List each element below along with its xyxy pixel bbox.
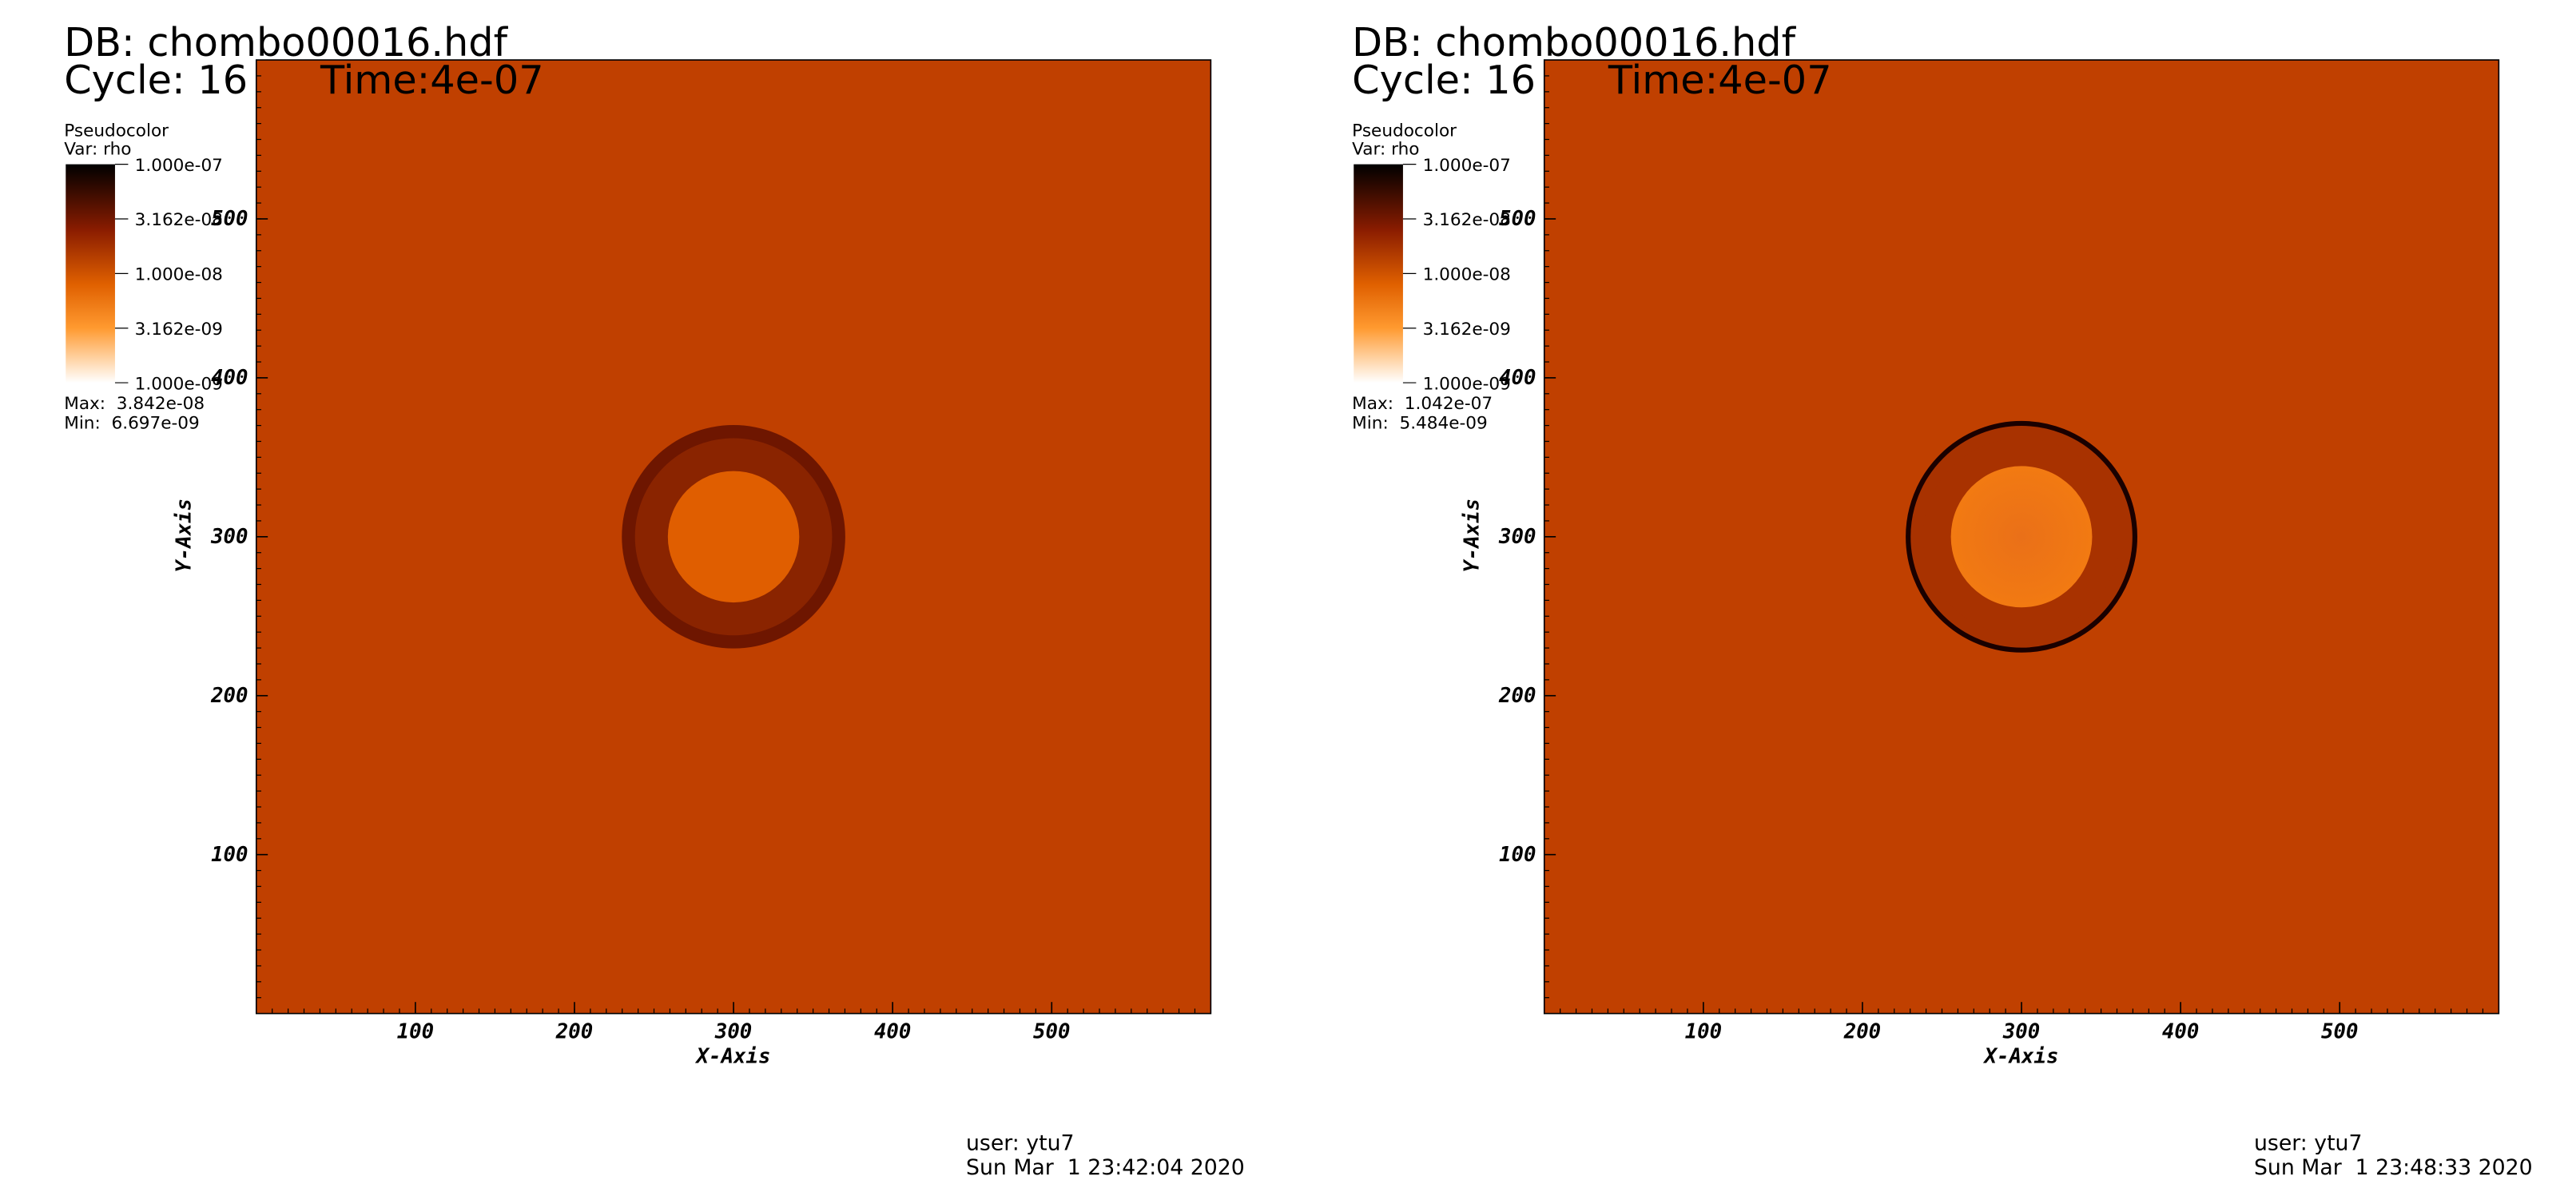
x-tick-label: 300 bbox=[2002, 1019, 2040, 1043]
colorbar bbox=[66, 164, 115, 383]
legend-max: Max: 1.042e-07 bbox=[1352, 394, 1493, 414]
time: Time:4e-07 bbox=[320, 57, 544, 103]
legend-max: Max: 3.842e-08 bbox=[64, 394, 205, 414]
legend-min: Min: 5.484e-09 bbox=[1352, 414, 1488, 434]
db-name: DB: chombo00016.hdf bbox=[64, 19, 508, 66]
colorbar-label: 1.000e-07 bbox=[135, 156, 223, 176]
y-tick-label: 200 bbox=[210, 684, 248, 708]
legend-title: Pseudocolor bbox=[64, 121, 169, 141]
x-tick-label: 400 bbox=[874, 1019, 911, 1043]
x-tick-label: 200 bbox=[555, 1019, 593, 1043]
db-name: DB: chombo00016.hdf bbox=[1352, 19, 1796, 66]
x-tick-label: 400 bbox=[2162, 1019, 2199, 1043]
legend-var: Var: rho bbox=[64, 139, 131, 159]
colorbar-label: 1.000e-09 bbox=[1423, 374, 1511, 394]
x-tick-label: 500 bbox=[2321, 1019, 2358, 1043]
colorbar-label: 3.162e-09 bbox=[1423, 320, 1511, 340]
legend-min: Min: 6.697e-09 bbox=[64, 414, 200, 434]
cycle: Cycle: 16 bbox=[1352, 57, 1536, 103]
cycle: Cycle: 16 bbox=[64, 57, 248, 103]
x-tick-label: 200 bbox=[1843, 1019, 1881, 1043]
colorbar-label: 3.162e-08 bbox=[1423, 210, 1511, 230]
bubble-core bbox=[1950, 466, 2093, 608]
x-tick-label: 100 bbox=[397, 1019, 434, 1043]
bubble-core bbox=[667, 471, 800, 603]
legend-title: Pseudocolor bbox=[1352, 121, 1457, 141]
y-tick-label: 500 bbox=[211, 207, 248, 231]
legend-var: Var: rho bbox=[1352, 139, 1419, 159]
y-tick-label: 400 bbox=[211, 366, 248, 390]
y-tick-label: 400 bbox=[1499, 366, 1536, 390]
colorbar-label: 3.162e-09 bbox=[135, 320, 223, 340]
date: Sun Mar 1 23:48:33 2020 bbox=[2254, 1155, 2533, 1180]
y-tick-label: 100 bbox=[1499, 843, 1536, 867]
x-axis-label: X-Axis bbox=[1983, 1044, 2059, 1068]
colorbar-label: 3.162e-08 bbox=[135, 210, 223, 230]
colorbar-label: 1.000e-08 bbox=[1423, 265, 1511, 285]
colorbar-label: 1.000e-09 bbox=[135, 374, 223, 394]
x-tick-label: 500 bbox=[1033, 1019, 1070, 1043]
y-tick-label: 500 bbox=[1499, 207, 1536, 231]
y-tick-label: 100 bbox=[211, 843, 248, 867]
user: user: ytu7 bbox=[966, 1130, 1075, 1155]
colorbar-label: 1.000e-07 bbox=[1423, 156, 1511, 176]
colorbar-label: 1.000e-08 bbox=[135, 265, 223, 285]
x-tick-label: 100 bbox=[1685, 1019, 1722, 1043]
user: user: ytu7 bbox=[2254, 1130, 2363, 1155]
x-tick-label: 300 bbox=[714, 1019, 752, 1043]
date: Sun Mar 1 23:42:04 2020 bbox=[966, 1155, 1245, 1180]
y-tick-label: 200 bbox=[1498, 684, 1536, 708]
y-tick-label: 300 bbox=[1498, 525, 1536, 549]
y-axis-label: Y-Axis bbox=[173, 499, 197, 573]
colorbar bbox=[1354, 164, 1403, 383]
time: Time:4e-07 bbox=[1608, 57, 1832, 103]
y-tick-label: 300 bbox=[210, 525, 248, 549]
x-axis-label: X-Axis bbox=[695, 1044, 771, 1068]
y-axis-label: Y-Axis bbox=[1461, 499, 1485, 573]
